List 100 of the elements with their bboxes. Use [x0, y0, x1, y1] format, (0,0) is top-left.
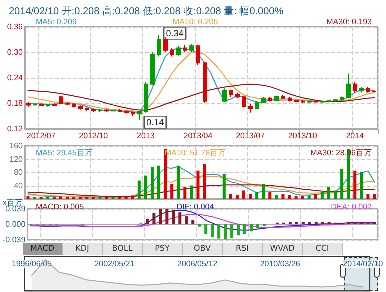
bar [196, 170, 200, 199]
x-tick-label: 2013/10 [288, 132, 318, 140]
annotation: 0.14 [146, 118, 164, 128]
candlestick [196, 44, 200, 66]
candlestick [274, 95, 279, 102]
y-tick-label: 0.18 [7, 99, 24, 108]
candlestick [131, 112, 135, 117]
candlestick [281, 94, 285, 100]
x-tick-label: 2006/05/12 [177, 260, 218, 268]
bar [218, 224, 221, 239]
text: MA30: 0.193 [326, 18, 373, 26]
bar [288, 195, 292, 199]
text: MA5: 29.45百万 [36, 148, 93, 158]
text: MA5: 0.209 [36, 18, 78, 26]
text: OBV [183, 243, 223, 255]
candlestick [157, 35, 161, 58]
series-label: DEA: 0.002 [331, 202, 373, 212]
candlestick [346, 73, 351, 99]
bar [314, 194, 318, 199]
candlestick [340, 96, 344, 102]
bar [131, 196, 134, 199]
series-label: MACD: 0.005 [36, 202, 85, 212]
chart-title: 2014/02/10 开:0.208 高:0.208 低:0.208 收:0.208 量: 幅0.000% [9, 6, 284, 18]
x-tick-label: 2013/07 [236, 132, 266, 140]
candlestick [353, 82, 357, 94]
bar [360, 172, 364, 199]
candlestick [261, 96, 266, 104]
candlestick [301, 100, 305, 104]
y-tick-label: 0.36 [7, 22, 24, 32]
bar [242, 190, 246, 199]
line-series [28, 184, 376, 198]
candlestick [189, 44, 194, 53]
bar [256, 224, 260, 228]
bar [190, 186, 194, 199]
series-label: DIF: 0.004 [176, 202, 215, 212]
candlestick [320, 100, 325, 104]
bar [294, 196, 298, 199]
bar [320, 192, 324, 199]
candlestick [46, 104, 50, 108]
text: BOLL [103, 243, 143, 255]
candlestick [104, 108, 109, 112]
text: MACD [23, 243, 63, 255]
bar [308, 196, 311, 199]
bar [178, 212, 182, 224]
text: CCI [303, 243, 343, 255]
y-tick-label: 0.000 [6, 220, 26, 229]
bar [150, 168, 154, 199]
bar [159, 209, 162, 224]
bar [185, 216, 188, 224]
candlestick [65, 102, 70, 106]
bar [204, 224, 208, 234]
bar [250, 224, 253, 232]
bar [203, 164, 206, 199]
bar [138, 180, 141, 199]
y-tick-label: 0.12 [7, 124, 24, 134]
candlestick [163, 37, 168, 53]
bar [229, 194, 232, 199]
bar [256, 192, 259, 199]
candlestick [203, 61, 207, 104]
candlestick [229, 89, 233, 98]
text: WVAD [263, 243, 303, 255]
text: RSI [223, 243, 263, 255]
bar [184, 187, 187, 199]
candlestick [288, 97, 292, 102]
candlestick [366, 86, 370, 94]
bar [236, 195, 239, 199]
candlestick [98, 108, 102, 112]
bar [26, 196, 30, 199]
bar [164, 149, 168, 199]
candlestick [137, 110, 142, 121]
bar [224, 224, 228, 240]
candlestick [150, 52, 155, 86]
bar [249, 194, 252, 199]
candlestick [118, 108, 122, 113]
candlestick [327, 100, 331, 104]
bar [152, 213, 156, 224]
bar [177, 166, 180, 199]
x-tick-label: 2014/02/10 [343, 260, 384, 268]
line-series [28, 176, 376, 198]
line-series [28, 84, 376, 111]
candlestick [124, 110, 129, 114]
bar [340, 169, 344, 199]
y-tick-label: 40 [14, 181, 24, 190]
candlestick [26, 102, 31, 108]
candlestick [144, 82, 148, 114]
bar [301, 196, 304, 199]
text: PSY [143, 243, 183, 255]
bar [354, 170, 357, 199]
candlestick [85, 107, 89, 112]
text: MA10: 0.205 [172, 18, 219, 26]
y-tick-label: 80 [14, 168, 24, 177]
bar [158, 166, 161, 199]
x-tick-label: 2010/03/26 [260, 260, 301, 268]
bar [334, 190, 338, 199]
candlestick [268, 97, 272, 102]
bar [192, 220, 195, 224]
candlestick [222, 88, 227, 103]
candlestick [78, 105, 83, 110]
y-tick-label: 0.30 [7, 48, 24, 57]
bar [222, 174, 226, 199]
